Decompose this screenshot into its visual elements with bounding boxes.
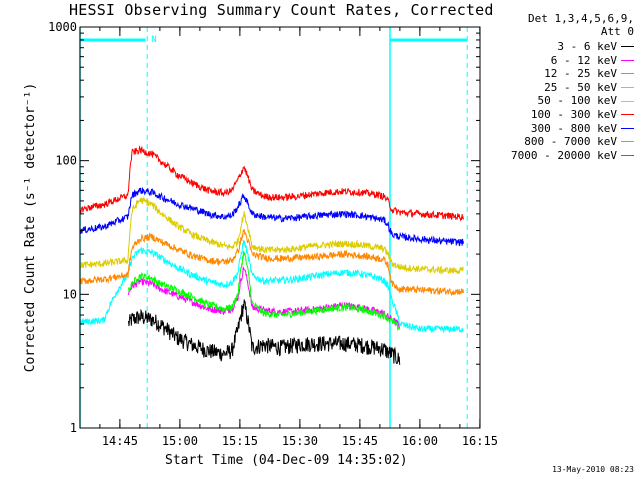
legend-item-0: 3 - 6 keV (511, 40, 634, 54)
legend-label-0: 3 - 6 keV (557, 40, 617, 53)
y-tick-label-3: 1000 (48, 20, 77, 34)
series-line-2 (128, 250, 401, 332)
legend-item-7: 800 - 7000 keV (511, 135, 634, 149)
y-tick-label-2: 100 (55, 154, 77, 168)
legend-label-7: 800 - 7000 keV (524, 135, 617, 149)
series-line-1 (128, 265, 401, 330)
legend-swatch-5 (621, 114, 634, 116)
series-line-3 (79, 240, 464, 333)
series-line-5 (79, 145, 464, 222)
series-line-6 (79, 187, 464, 247)
legend-label-1: 6 - 12 keV (550, 53, 617, 67)
x-tick-label-3: 15:30 (282, 434, 318, 448)
legend-item-3: 25 - 50 keV (511, 81, 634, 95)
x-tick-label-6: 16:15 (462, 434, 498, 448)
legend-swatch-6 (621, 127, 634, 129)
legend-header-detectors: Det 1,3,4,5,6,9, (528, 12, 634, 25)
series-line-4 (79, 196, 464, 275)
legend-swatch-0 (621, 46, 634, 48)
legend: 3 - 6 keV 6 - 12 keV 12 - 25 keV 25 - 50 ke… (511, 40, 634, 162)
legend-swatch-8 (621, 155, 634, 157)
chart-title: HESSI Observing Summary Count Rates, Cor… (69, 1, 494, 19)
y-tick-label-1: 10 (63, 287, 77, 301)
x-tick-label-4: 15:45 (342, 434, 378, 448)
legend-label-5: 100 - 300 keV (530, 107, 617, 121)
legend-item-5: 100 - 300 keV (511, 108, 634, 122)
x-tick-label-5: 16:00 (402, 434, 438, 448)
series-line-7 (79, 229, 464, 297)
plot-frame (79, 26, 481, 429)
legend-swatch-1 (621, 59, 634, 61)
legend-swatch-4 (621, 100, 634, 102)
series-line-0 (128, 299, 401, 365)
x-tick-label-2: 15:15 (222, 434, 258, 448)
legend-label-3: 25 - 50 keV (544, 80, 617, 94)
x-tick-label-1: 15:00 (162, 434, 198, 448)
x-axis-label: Start Time (04-Dec-09 14:35:02) (165, 453, 408, 468)
footer-date: 13-May-2010 08:23 (552, 465, 634, 474)
legend-swatch-7 (621, 141, 634, 143)
legend-item-4: 50 - 100 keV (511, 94, 634, 108)
legend-item-2: 12 - 25 keV (511, 67, 634, 81)
x-tick-label-0: 14:45 (102, 434, 138, 448)
y-tick-label-0: 1 (70, 421, 77, 435)
legend-item-1: 6 - 12 keV (511, 54, 634, 68)
legend-swatch-3 (621, 87, 634, 89)
legend-swatch-2 (621, 73, 634, 75)
legend-label-2: 12 - 25 keV (544, 67, 617, 81)
legend-item-6: 300 - 800 keV (511, 122, 634, 136)
annotation-0: N (151, 35, 156, 45)
legend-label-4: 50 - 100 keV (537, 94, 617, 108)
y-axis-label: Corrected Count Rate (s⁻¹ detector⁻¹) (23, 83, 38, 373)
legend-item-8: 7000 - 20000 keV (511, 149, 634, 163)
legend-header-attenuator: Att 0 (600, 25, 634, 38)
legend-label-6: 300 - 800 keV (530, 121, 617, 135)
legend-label-8: 7000 - 20000 keV (511, 148, 617, 162)
